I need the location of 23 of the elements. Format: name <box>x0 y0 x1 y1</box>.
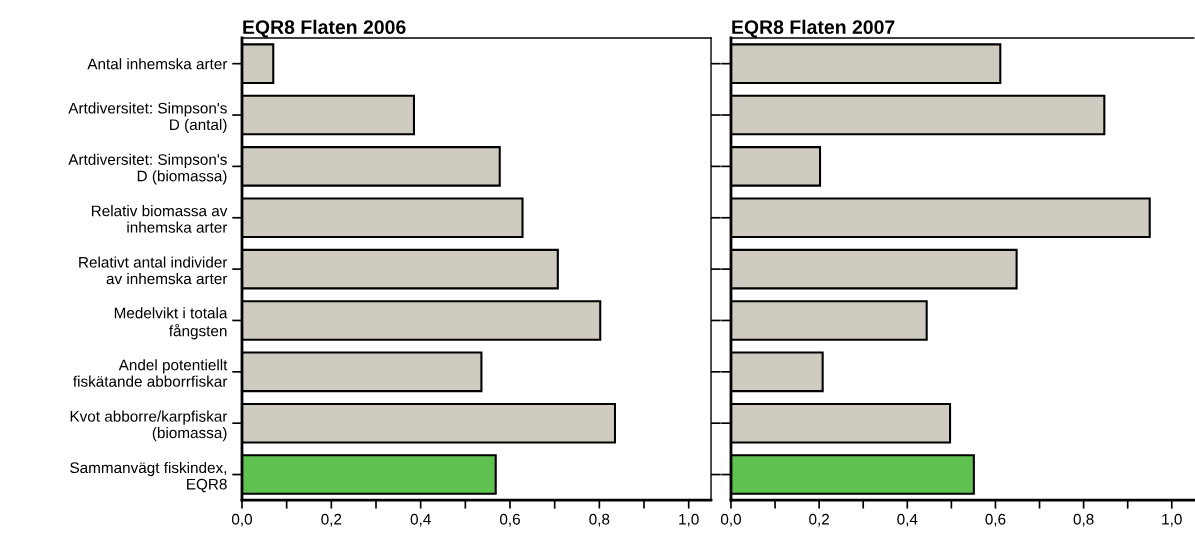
x-tick-label: 0,0 <box>231 513 253 527</box>
chart-title: EQR8 Flaten 2006 <box>243 19 406 38</box>
chart-title: EQR8 Flaten 2007 <box>732 19 895 38</box>
x-tick-label: 0,4 <box>410 513 431 527</box>
x-tick-label: 0,0 <box>720 513 741 527</box>
x-tick-label: 0,6 <box>499 513 520 527</box>
y-tick-label: Relativ biomassa av inhemska arter <box>91 205 228 233</box>
y-tick-label: Artdiversitet: Simpson's D (biomassa) <box>68 153 227 185</box>
y-tick-label: Medelvikt i totala fångsten <box>114 307 228 340</box>
y-tick-label: Artdiversitet: Simpson's D (antal) <box>68 102 227 134</box>
x-tick-label: 0,2 <box>321 513 342 527</box>
x-tick-label: 1,0 <box>679 513 699 527</box>
x-tick-label: 0,6 <box>985 513 1006 527</box>
x-tick-label: 0,2 <box>809 513 829 527</box>
y-tick-label: Kvot abborre/karpfiskar (biomassa) <box>70 410 228 442</box>
y-tick-label: Andel potentiellt fiskätande abborrfiskar <box>73 359 228 387</box>
x-tick-label: 1,0 <box>1162 513 1182 527</box>
x-tick-label: 0,4 <box>897 513 918 527</box>
y-tick-label: Relativt antal individer av inhemska arter <box>79 256 228 285</box>
x-tick-label: 0,8 <box>589 513 610 527</box>
y-tick-label: Antal inhemska arter <box>87 58 228 70</box>
y-tick-label: Sammanvägt fiskindex, EQR8 <box>70 461 227 493</box>
x-tick-label: 0,8 <box>1073 513 1094 527</box>
